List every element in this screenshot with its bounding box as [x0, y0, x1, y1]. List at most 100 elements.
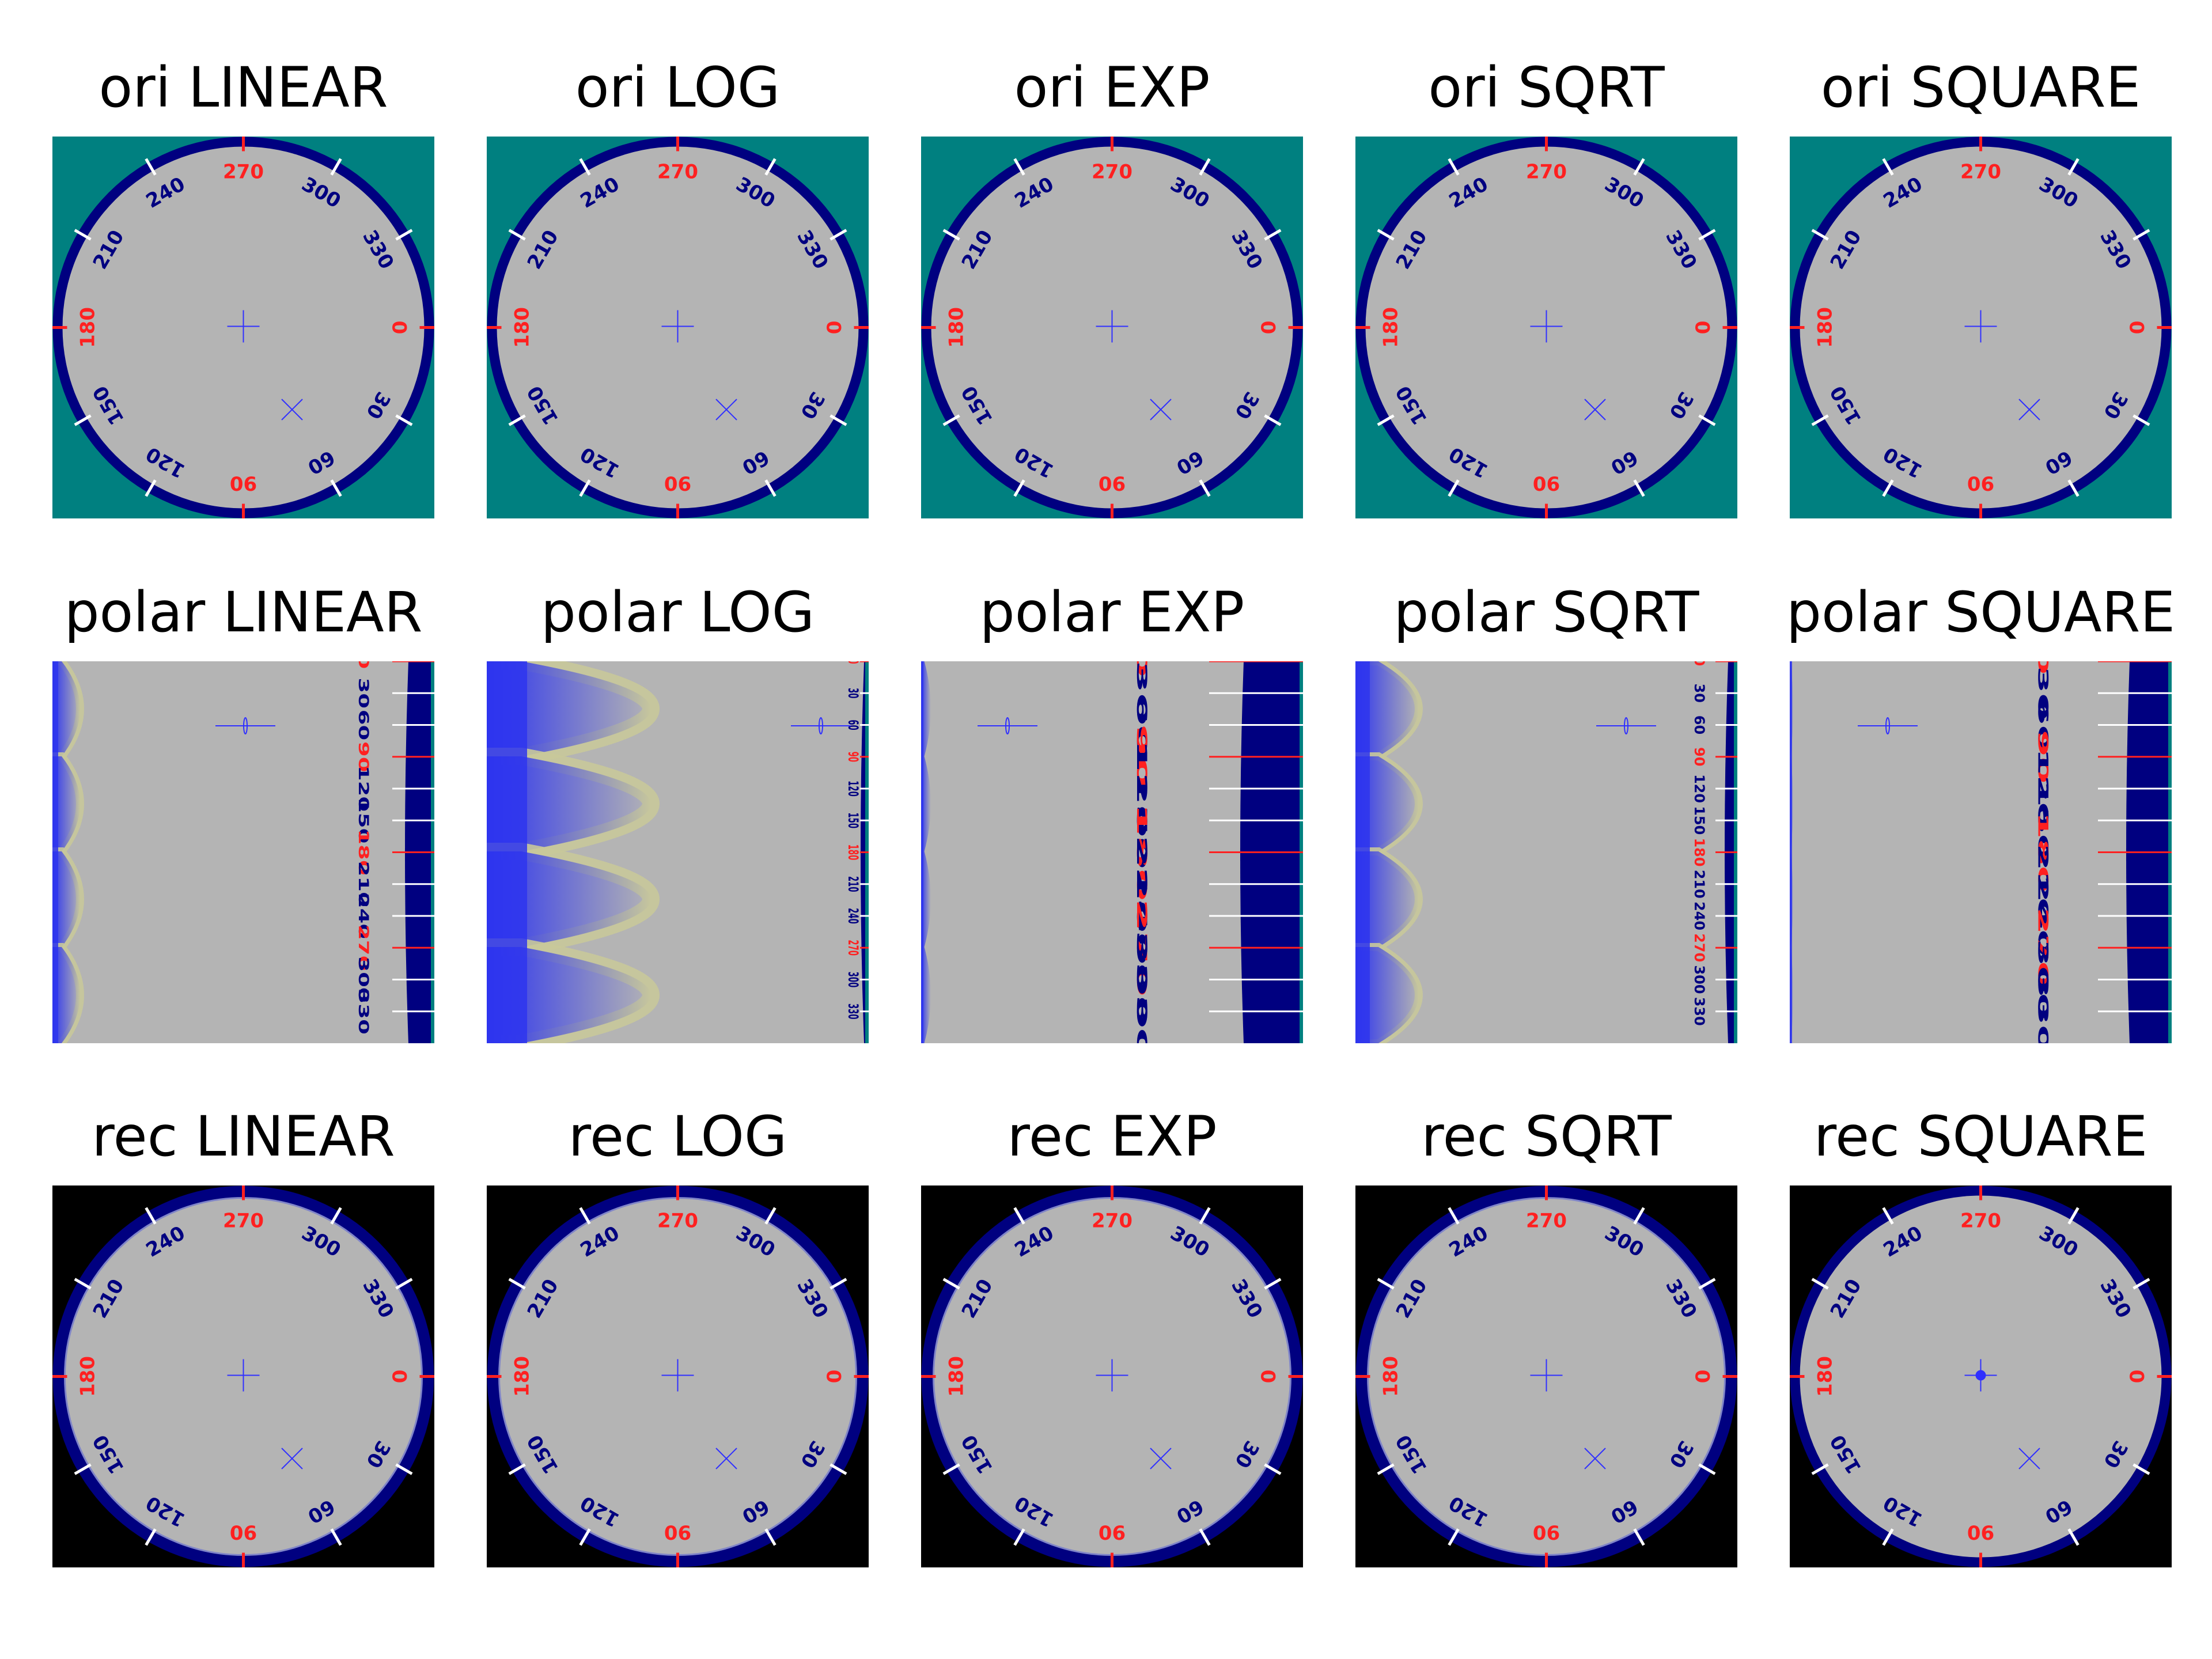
edge-artifact — [1355, 851, 1419, 947]
dial-tick — [1013, 479, 1025, 497]
dial-label: 0 — [822, 1370, 845, 1384]
dial-tick — [2067, 1528, 2080, 1546]
dial-tick — [1882, 158, 1894, 176]
polar-label: 270 — [845, 940, 862, 956]
polar-label: 210 — [1691, 870, 1707, 899]
edge-artifact — [52, 661, 80, 756]
dial-tick — [1377, 1463, 1395, 1475]
dial-tick — [1013, 1528, 1025, 1546]
polar-label: 330 — [845, 1003, 862, 1020]
polar-label: 270 — [355, 925, 372, 971]
panel-title: ori LINEAR — [99, 55, 388, 120]
dial-tick — [1811, 414, 1829, 426]
dial-tick — [74, 229, 92, 241]
dial-label: 270 — [1960, 161, 2001, 184]
dial-tick — [508, 1463, 526, 1475]
edge-band — [1355, 661, 1370, 1043]
polar-label: 330 — [1691, 997, 1707, 1026]
dial-label: 270 — [1092, 161, 1132, 184]
polar-label: 0 — [845, 658, 862, 664]
edge-artifact — [487, 947, 651, 1043]
dial-label: 90 — [230, 1521, 257, 1544]
polar-label: 90 — [1134, 724, 1150, 790]
edge-artifact — [1355, 947, 1419, 1043]
dial-label: 0 — [822, 321, 845, 335]
polar-label: 330 — [2035, 971, 2051, 1052]
polar-label: 60 — [355, 710, 372, 740]
polar-label: 120 — [1134, 740, 1150, 838]
dial-tick — [2067, 479, 2080, 497]
dial-tick — [1698, 1278, 1716, 1290]
dial-tick — [1199, 1528, 1211, 1546]
dial-label: 180 — [1380, 307, 1403, 348]
dial-label: 270 — [1092, 1210, 1132, 1233]
dial-label: 0 — [1256, 1370, 1279, 1384]
dial-tick — [764, 479, 777, 497]
polar-marker — [1624, 717, 1628, 734]
dial-tick — [2067, 1207, 2080, 1225]
dial-tick — [1882, 479, 1894, 497]
dial-tick — [508, 414, 526, 426]
dial-label: 90 — [1099, 1521, 1126, 1544]
dial-label: 0 — [1256, 321, 1279, 335]
polar-label: 150 — [1691, 806, 1707, 835]
dial-tick — [1698, 1463, 1716, 1475]
dial-tick — [764, 1207, 777, 1225]
dial-tick — [1199, 479, 1211, 497]
dial-label: 270 — [657, 161, 698, 184]
edge-artifact — [921, 851, 931, 947]
polar-marker — [1885, 717, 1890, 734]
dial-label: 90 — [664, 472, 691, 495]
polar-label: 240 — [355, 893, 372, 939]
edge-artifact — [1355, 756, 1419, 851]
x-marker — [2018, 1448, 2040, 1469]
dial-tick — [579, 1528, 591, 1546]
polar-label: 30 — [2035, 666, 2051, 720]
dial-tick — [395, 1278, 413, 1290]
dial-tick — [1882, 1207, 1894, 1225]
polar-label: 60 — [2035, 698, 2051, 752]
dial-label: 180 — [511, 1356, 534, 1397]
edge-band — [487, 661, 527, 1043]
x-marker — [1584, 399, 1606, 421]
polar-label: 180 — [1134, 803, 1150, 901]
dial-tick — [942, 414, 960, 426]
dial-tick — [1264, 1463, 1282, 1475]
edge-artifact — [1355, 661, 1419, 756]
dial-label: 90 — [1967, 472, 1994, 495]
dial-tick — [145, 479, 157, 497]
dial-label: 0 — [388, 321, 411, 335]
polar-label: 0 — [2035, 648, 2051, 675]
polar-label: 0 — [1691, 657, 1707, 666]
dial-label: 270 — [223, 1210, 264, 1233]
polar-label: 180 — [845, 844, 862, 861]
panel-polar-sqrt: 0 30 60 90 120 150 180 210 240 270 300 330 — [1355, 657, 1737, 1043]
dial-tick — [2067, 158, 2080, 176]
dial-tick — [1013, 158, 1025, 176]
polar-label: 270 — [1134, 899, 1150, 997]
dial-tick — [1633, 158, 1645, 176]
dial-tick — [764, 158, 777, 176]
dial-tick — [830, 414, 847, 426]
dial-tick — [395, 229, 413, 241]
dial-tick — [395, 414, 413, 426]
dial-tick — [1199, 158, 1211, 176]
dial-tick — [830, 229, 847, 241]
x-marker — [1150, 1448, 1172, 1469]
polar-label: 30 — [845, 688, 862, 698]
panel-title: ori SQRT — [1428, 55, 1665, 120]
edge-band — [921, 661, 923, 1043]
dial-label: 0 — [1691, 321, 1714, 335]
polar-label: 150 — [355, 797, 372, 843]
dial-tick — [508, 1278, 526, 1290]
dial-label: 270 — [1526, 161, 1567, 184]
panel-title: rec EXP — [1007, 1104, 1217, 1169]
dial-label: 90 — [1967, 1521, 1994, 1544]
polar-label: 210 — [1134, 835, 1150, 933]
